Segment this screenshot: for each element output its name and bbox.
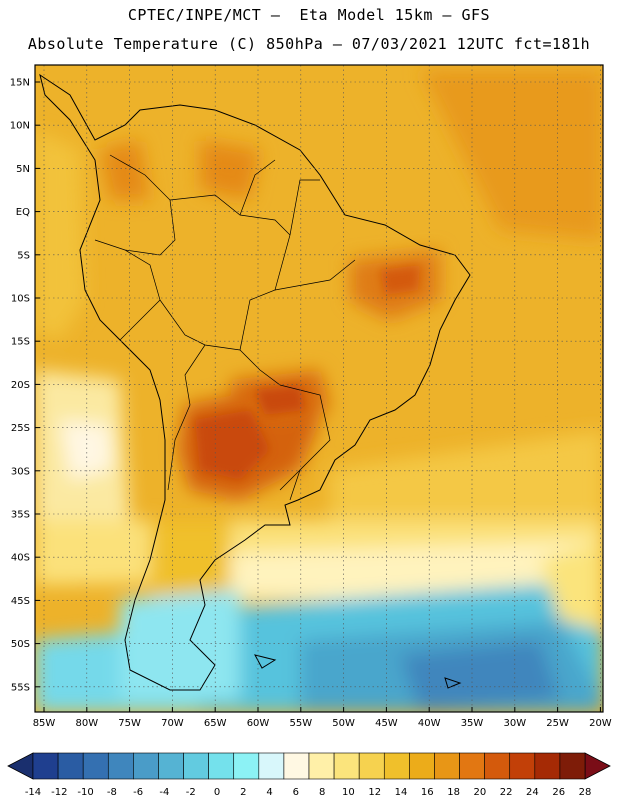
lon-label: 35W [461, 718, 484, 729]
colorbar-swatch [107, 752, 134, 780]
longitude-labels: 85W 80W 75W 70W 65W 60W 55W 50W 45W 40W 35W 30W 25W 2… [33, 707, 612, 729]
lat-label: 20S [11, 380, 30, 391]
temperature-colorbar: -14 -12 -10 -8 -6 -4 -2 0 2 4 6 8 10 12 14 16 18 20 22 24 26… [7, 752, 611, 798]
colorbar-swatch [158, 752, 184, 780]
lon-label: 40W [418, 718, 441, 729]
colorbar-tick-label: 16 [421, 787, 434, 798]
colorbar-tick-label: 28 [579, 787, 592, 798]
colorbar-tick-label: 26 [552, 787, 565, 798]
colorbar-tick-label: 2 [240, 787, 246, 798]
colorbar-tick-label: 24 [526, 787, 539, 798]
colorbar-swatch [409, 752, 435, 780]
colorbar-tick-label: -10 [77, 787, 93, 798]
lon-label: 45W [375, 718, 398, 729]
colorbar-swatch [57, 752, 84, 780]
lat-label: 10N [10, 121, 30, 132]
colorbar-swatch [434, 752, 460, 780]
colorbar-under-triangle [7, 752, 34, 780]
lon-label: 50W [332, 718, 355, 729]
lon-label: 20W [589, 718, 612, 729]
lon-label: 75W [118, 718, 141, 729]
colorbar-swatch [333, 752, 360, 780]
colorbar-tick-label: 22 [500, 787, 513, 798]
lat-label: 30S [11, 466, 30, 477]
colorbar-tick-label: 8 [319, 787, 325, 798]
colorbar-tick-label: -14 [25, 787, 41, 798]
colorbar-swatch [534, 752, 561, 780]
colorbar-swatch [484, 752, 511, 780]
lat-label: 45S [11, 596, 30, 607]
lat-label: 25S [11, 423, 30, 434]
colorbar-swatch [559, 752, 586, 780]
colorbar-swatch [208, 752, 235, 780]
lat-label: 35S [11, 510, 30, 521]
colorbar-tick-label: -4 [159, 787, 169, 798]
colorbar-tick-label: 4 [266, 787, 272, 798]
colorbar-swatch [509, 752, 536, 780]
lat-label: 15S [11, 337, 30, 348]
colorbar-swatch [459, 752, 485, 780]
temperature-field [35, 65, 603, 712]
country-borders [94, 154, 356, 501]
lon-label: 55W [289, 718, 312, 729]
lon-label: 85W [33, 718, 56, 729]
lat-label: 5N [16, 164, 30, 175]
lat-label: EQ [16, 207, 30, 218]
map-frame [34, 64, 604, 713]
lon-label: 65W [204, 718, 227, 729]
coastline [39, 73, 471, 691]
map-title-line1: CPTEC/INPE/MCT – Eta Model 15km – GFS [127, 6, 491, 24]
colorbar-tick-label: 14 [395, 787, 408, 798]
colorbar-tick-label: 10 [342, 787, 355, 798]
lon-label: 70W [161, 718, 184, 729]
colorbar-tick-label: -12 [51, 787, 67, 798]
colorbar-tick-label: 12 [368, 787, 381, 798]
latitude-gridlines [35, 81, 603, 688]
lon-label: 60W [247, 718, 270, 729]
colorbar-over-triangle [584, 752, 611, 780]
colorbar-swatch [258, 752, 285, 780]
lon-label: 80W [75, 718, 98, 729]
map-title-line2: Absolute Temperature (C) 850hPa – 07/03/… [27, 35, 591, 53]
lat-label: 15N [10, 78, 30, 89]
colorbar-swatch [133, 752, 159, 780]
lat-label: 50S [11, 639, 30, 650]
colorbar-tick-label: -6 [133, 787, 143, 798]
colorbar-swatch [32, 752, 59, 780]
colorbar-swatch [82, 752, 109, 780]
colorbar-tick-label: 20 [473, 787, 486, 798]
colorbar-tick-label: 0 [214, 787, 220, 798]
lon-label: 25W [546, 718, 569, 729]
latitude-labels: 15N 10N 5N EQ 5S 10S 15S 20S 25S 30S 35S 40S 45S 50S 5… [10, 78, 40, 693]
colorbar-swatch [233, 752, 260, 780]
colorbar-swatch [308, 752, 335, 780]
colorbar-swatch [283, 752, 310, 780]
colorbar-tick-label: -2 [186, 787, 196, 798]
lat-label: 40S [11, 553, 30, 564]
colorbar-swatch [183, 752, 209, 780]
lat-label: 10S [11, 294, 30, 305]
colorbar-swatch [383, 752, 410, 780]
lon-label: 30W [503, 718, 526, 729]
colorbar-tick-label: 6 [293, 787, 299, 798]
colorbar-tick-label: 18 [447, 787, 460, 798]
lat-label: 55S [11, 682, 30, 693]
colorbar-swatch [358, 752, 385, 780]
lat-label: 5S [17, 250, 30, 261]
colorbar-tick-label: -8 [107, 787, 117, 798]
